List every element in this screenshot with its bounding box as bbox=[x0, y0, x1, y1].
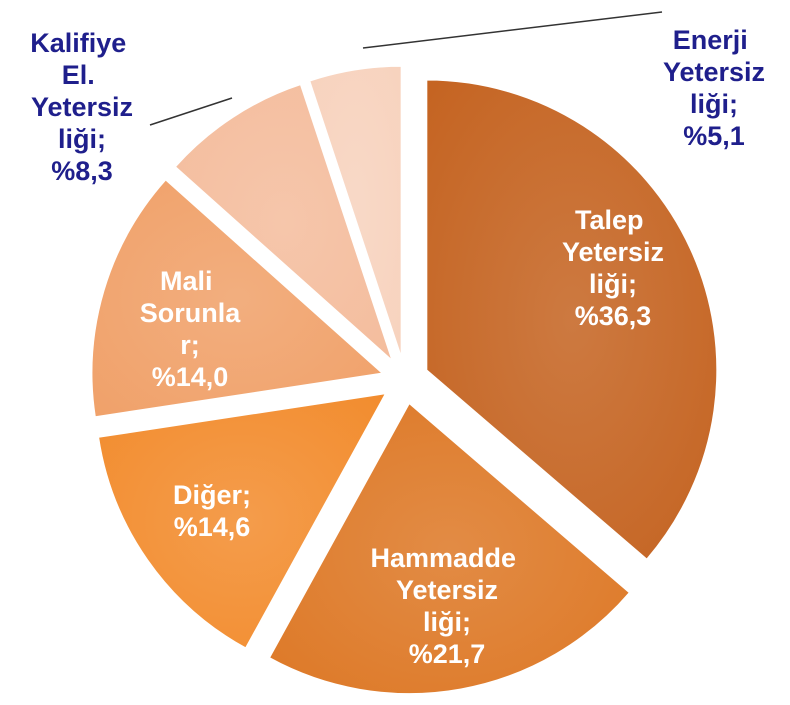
slice-label: Kalifiye El. Yetersiz liği; bbox=[30, 28, 134, 154]
value-label: %5,1 bbox=[683, 121, 745, 151]
leader-line bbox=[362, 11, 663, 49]
value-label: %21,7 bbox=[409, 639, 486, 669]
pie-slice bbox=[98, 393, 387, 649]
leader-line bbox=[149, 97, 233, 126]
value-label: %36,3 bbox=[575, 301, 652, 331]
slice-label: Enerji Yetersiz liği; bbox=[663, 25, 765, 119]
pie-slice bbox=[268, 402, 630, 695]
slice-label: Diğer; bbox=[173, 480, 251, 510]
pie-slice bbox=[174, 84, 393, 362]
slice-label: Talep Yetersiz liği; bbox=[562, 205, 664, 299]
pie-slice bbox=[91, 179, 384, 418]
slice-label: Hammadde Yetersiz liği; bbox=[370, 543, 523, 637]
pie-slice bbox=[309, 65, 402, 357]
pie-slice bbox=[426, 79, 718, 560]
slice-label: Mali Sorunla r; bbox=[140, 266, 241, 360]
value-label: %8,3 bbox=[51, 156, 113, 186]
value-label: %14,6 bbox=[174, 512, 251, 542]
value-label: %14,0 bbox=[152, 362, 229, 392]
